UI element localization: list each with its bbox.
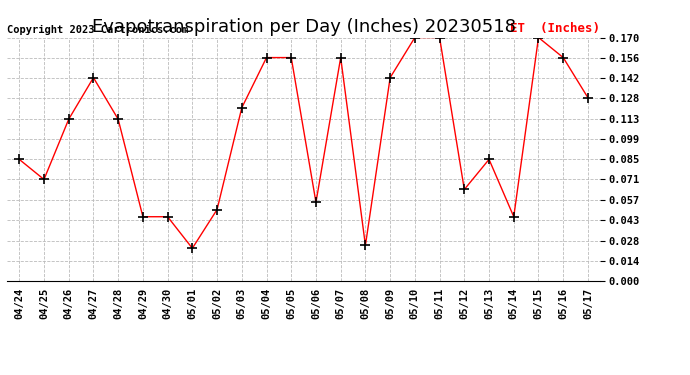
- Point: [137, 214, 148, 220]
- Point: [14, 156, 25, 162]
- Point: [558, 55, 569, 61]
- Point: [384, 75, 395, 81]
- Point: [582, 95, 593, 101]
- Title: Evapotranspiration per Day (Inches) 20230518: Evapotranspiration per Day (Inches) 2023…: [92, 18, 515, 36]
- Point: [39, 177, 50, 183]
- Text: ET  (Inches): ET (Inches): [511, 22, 600, 35]
- Point: [335, 55, 346, 61]
- Point: [409, 34, 420, 40]
- Point: [162, 214, 173, 220]
- Point: [310, 200, 322, 206]
- Point: [212, 207, 223, 213]
- Point: [88, 75, 99, 81]
- Point: [261, 55, 272, 61]
- Point: [509, 214, 520, 220]
- Text: Copyright 2023 Cartronics.com: Copyright 2023 Cartronics.com: [7, 25, 188, 35]
- Point: [360, 242, 371, 248]
- Point: [63, 116, 75, 122]
- Point: [236, 105, 247, 111]
- Point: [459, 186, 470, 192]
- Point: [187, 245, 198, 251]
- Point: [434, 34, 445, 40]
- Point: [533, 34, 544, 40]
- Point: [286, 55, 297, 61]
- Point: [484, 156, 495, 162]
- Point: [112, 116, 124, 122]
